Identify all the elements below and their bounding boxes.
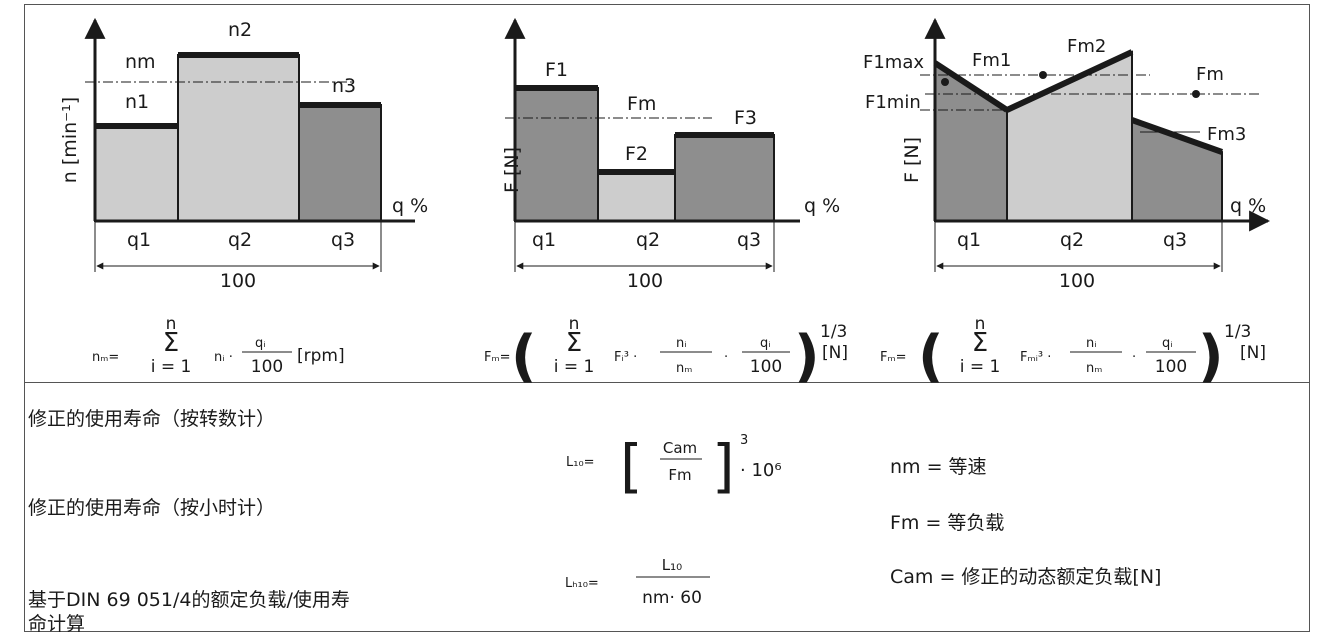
formula2-dot: ·	[724, 350, 728, 365]
chart2-q2: q2	[636, 229, 660, 251]
label-life-revolutions: 修正的使用寿命（按转数计）	[28, 408, 276, 430]
formula2-unit: [N]	[822, 343, 848, 363]
chart3-Fm1: Fm1	[972, 50, 1011, 71]
formula1-unit: [rpm]	[297, 346, 345, 366]
Lh10-num: L₁₀	[662, 556, 682, 574]
chart1-nm: nm	[125, 51, 156, 73]
bar-n3	[298, 104, 382, 222]
formula1-lhs: nₘ=	[92, 350, 119, 365]
formula3-dot: ·	[1132, 350, 1136, 365]
L10-tail: · 10⁶	[740, 460, 782, 481]
chart3-Fm3: Fm3	[1207, 124, 1246, 145]
formula1-sum-top: n	[166, 314, 177, 334]
formula2-lparen: (	[511, 324, 537, 389]
Lh10-lhs: Lₕ₁₀=	[565, 576, 599, 591]
Lh10-den: nm· 60	[642, 588, 702, 608]
chart1-total: 100	[220, 270, 256, 292]
bar-n1	[94, 125, 179, 222]
formula3-denom: 100	[1155, 357, 1187, 377]
formula3-sum-top: n	[975, 314, 986, 334]
chart1-n3: n3	[332, 75, 356, 97]
bar-F3	[674, 134, 775, 222]
chart1-ylabel: n [min⁻¹]	[59, 97, 81, 183]
formula3-qi: qᵢ	[1162, 336, 1173, 351]
chart2-F3: F3	[734, 107, 757, 129]
chart3-q3: q3	[1163, 229, 1187, 251]
chart3-ylabel: F [N]	[901, 137, 923, 183]
diagram-frame	[24, 4, 1310, 632]
chart3-Fm: Fm	[1196, 64, 1224, 85]
formula3-fmi: Fₘᵢ³ ·	[1020, 350, 1051, 365]
chart1-q2: q2	[228, 229, 252, 251]
formula2-ni: nᵢ	[676, 336, 687, 351]
chart2-q3: q3	[737, 229, 761, 251]
chart2-F2: F2	[625, 143, 648, 165]
label-din-line2: 命计算	[28, 613, 86, 635]
label-din-line1: 基于DIN 69 051/4的额定负载/使用寿	[28, 589, 350, 611]
formula3-lhs: Fₘ=	[880, 350, 906, 365]
dot-Fm2	[1039, 71, 1047, 79]
formula1-ni: nᵢ ·	[214, 350, 233, 365]
formula3-nm: nₘ	[1086, 361, 1102, 376]
formula1-qi: qᵢ	[255, 336, 266, 351]
chart3-q1: q1	[957, 229, 981, 251]
formula2-fi: Fᵢ³ ·	[614, 350, 637, 365]
legend-Cam: Cam = 修正的动态额定负载[N]	[890, 566, 1162, 588]
L10-den: Fm	[668, 466, 691, 484]
label-life-hours: 修正的使用寿命（按小时计）	[28, 497, 276, 519]
bar-F1	[514, 87, 599, 222]
chart3-F1max: F1max	[863, 52, 924, 73]
dot-Fm	[1192, 90, 1200, 98]
chart3-total: 100	[1059, 270, 1095, 292]
formula2-denom: 100	[750, 357, 782, 377]
chart2-total: 100	[627, 270, 663, 292]
legend-Fm: Fm = 等负载	[890, 512, 1005, 534]
L10-num: Cam	[663, 439, 697, 457]
area-Fm2	[1006, 50, 1133, 222]
chart1-xlabel: q %	[392, 195, 428, 217]
chart3-Fm2: Fm2	[1067, 36, 1106, 57]
formula2-exp: 1/3	[820, 322, 847, 342]
formula2-sigma: Σ	[566, 328, 582, 358]
L10-lhs: L₁₀=	[566, 455, 595, 470]
dot-Fm1	[941, 78, 949, 86]
legend-nm: nm = 等速	[890, 456, 987, 478]
chart3-q2: q2	[1060, 229, 1084, 251]
chart1-n2: n2	[228, 19, 252, 41]
chart1-n1: n1	[125, 91, 149, 113]
chart1-q3: q3	[331, 229, 355, 251]
L10-lbracket: [	[620, 432, 643, 500]
chart2-ylabel: F [N]	[501, 147, 523, 193]
formula3-rparen: )	[1198, 324, 1224, 389]
chart2-F1: F1	[545, 59, 568, 81]
formula2-sum-top: n	[569, 314, 580, 334]
L10-exp: 3	[740, 433, 748, 448]
formula3-exp: 1/3	[1224, 322, 1251, 342]
formula2-nm: nₘ	[676, 361, 692, 376]
formula3-sum-bottom: i = 1	[960, 357, 1001, 377]
section-divider	[24, 382, 1310, 383]
chart2-Fm: Fm	[627, 93, 656, 115]
formula1-sum-bottom: i = 1	[151, 357, 192, 377]
bar-F2	[597, 171, 676, 222]
formula2-lhs: Fₘ=	[484, 350, 510, 365]
formula3-ni: nᵢ	[1086, 336, 1097, 351]
formula2-sum-bottom: i = 1	[554, 357, 595, 377]
chart3-F1min: F1min	[865, 92, 921, 113]
formula1-denom: 100	[251, 357, 283, 377]
bar-n2	[177, 54, 300, 222]
chart1-q1: q1	[127, 229, 151, 251]
L10-rbracket: ]	[712, 432, 735, 500]
formula1-sigma: Σ	[163, 328, 179, 358]
chart3-xlabel: q %	[1230, 195, 1266, 217]
formula2-rparen: )	[794, 324, 820, 389]
formula2-qi: qᵢ	[760, 336, 771, 351]
formula3-sigma: Σ	[972, 328, 988, 358]
chart2-xlabel: q %	[804, 195, 840, 217]
formula3-unit: [N]	[1240, 343, 1266, 363]
chart2-q1: q1	[532, 229, 556, 251]
formula3-lparen: (	[918, 324, 944, 389]
